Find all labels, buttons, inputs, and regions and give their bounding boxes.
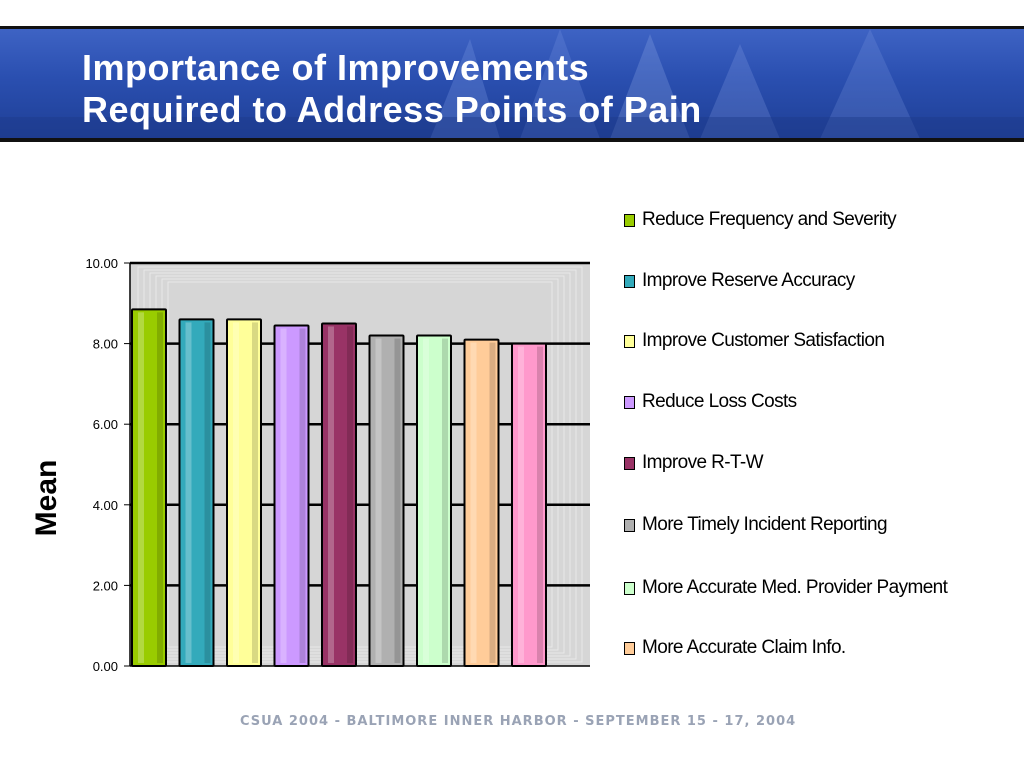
legend-label: Improve R-T-W <box>642 452 764 473</box>
page-title: Importance of Improvements Required to A… <box>82 47 702 131</box>
legend-swatch <box>624 581 635 595</box>
bar <box>368 334 405 667</box>
bar-highlight <box>375 338 382 663</box>
bars <box>131 308 547 667</box>
sailboat-banner-graphic <box>0 29 1024 138</box>
legend-label: Reduce Loss Costs <box>642 391 797 412</box>
legend-label: More Timely Incident Reporting <box>642 514 888 535</box>
legend-item: More Accurate Claim Info. <box>624 636 846 660</box>
bar-highlight <box>138 312 144 663</box>
legend-swatch <box>624 518 635 532</box>
bar-shadow <box>394 338 401 663</box>
bar <box>131 308 167 667</box>
y-axis-label: Mean <box>30 460 63 537</box>
bar <box>273 324 310 667</box>
y-tick-label: 10.00 <box>85 256 118 271</box>
y-tick-label: 2.00 <box>93 578 118 593</box>
y-tick-label: 0.00 <box>93 659 118 674</box>
legend-swatch <box>624 213 635 227</box>
bar-shadow <box>537 346 543 663</box>
bar-highlight <box>518 346 524 663</box>
legend-swatch <box>624 456 635 470</box>
plot-wall-shading <box>167 281 553 648</box>
legend-item: Improve Customer Satisfaction <box>624 329 885 353</box>
legend-label: More Accurate Med. Provider Payment <box>642 577 948 598</box>
bar-highlight <box>328 326 334 663</box>
legend-swatch <box>624 641 635 655</box>
y-tick-label: 6.00 <box>93 417 118 432</box>
legend-item: Reduce Loss Costs <box>624 390 797 414</box>
bar <box>416 334 452 667</box>
page-title-line-2: Required to Address Points of Pain <box>82 89 702 130</box>
bar-shadow <box>442 338 448 663</box>
y-axis: 0.00 2.00 4.00 6.00 8.00 10.00 <box>85 256 590 674</box>
legend-swatch <box>624 334 635 348</box>
bar-shadow <box>347 326 353 663</box>
bar-highlight <box>280 328 287 663</box>
footer-text: CSUA 2004 - BALTIMORE INNER HARBOR - SEP… <box>240 714 797 729</box>
bar-shadow <box>489 342 496 663</box>
bar <box>321 322 357 667</box>
legend-swatch <box>624 395 635 409</box>
bar-highlight <box>185 322 192 663</box>
legend-item: Improve R-T-W <box>624 451 764 475</box>
bar-highlight <box>233 322 239 663</box>
bar-highlight <box>470 342 477 663</box>
bar-shadow <box>157 312 163 663</box>
bar-shadow <box>204 322 211 663</box>
bar-shadow <box>252 322 258 663</box>
bar <box>463 338 500 667</box>
legend-label: Improve Reserve Accuracy <box>642 270 855 291</box>
bar <box>226 318 262 667</box>
bar-shadow <box>299 328 306 663</box>
bar <box>511 342 547 667</box>
legend-label: Reduce Frequency and Severity <box>642 209 897 230</box>
legend-swatch <box>624 274 635 288</box>
y-tick-label: 8.00 <box>93 337 118 352</box>
legend-label: More Accurate Claim Info. <box>642 637 846 658</box>
y-tick-label: 4.00 <box>93 498 118 513</box>
title-banner: Importance of Improvements Required to A… <box>0 26 1024 142</box>
legend-item: More Accurate Med. Provider Payment <box>624 576 948 600</box>
legend-item: Improve Reserve Accuracy <box>624 269 855 293</box>
bar-highlight <box>423 338 429 663</box>
legend-item: Reduce Frequency and Severity <box>624 208 897 232</box>
legend-label: Improve Customer Satisfaction <box>642 330 885 351</box>
legend-item: More Timely Incident Reporting <box>624 513 888 537</box>
bar <box>178 318 215 667</box>
page-title-line-1: Importance of Improvements <box>82 47 590 88</box>
